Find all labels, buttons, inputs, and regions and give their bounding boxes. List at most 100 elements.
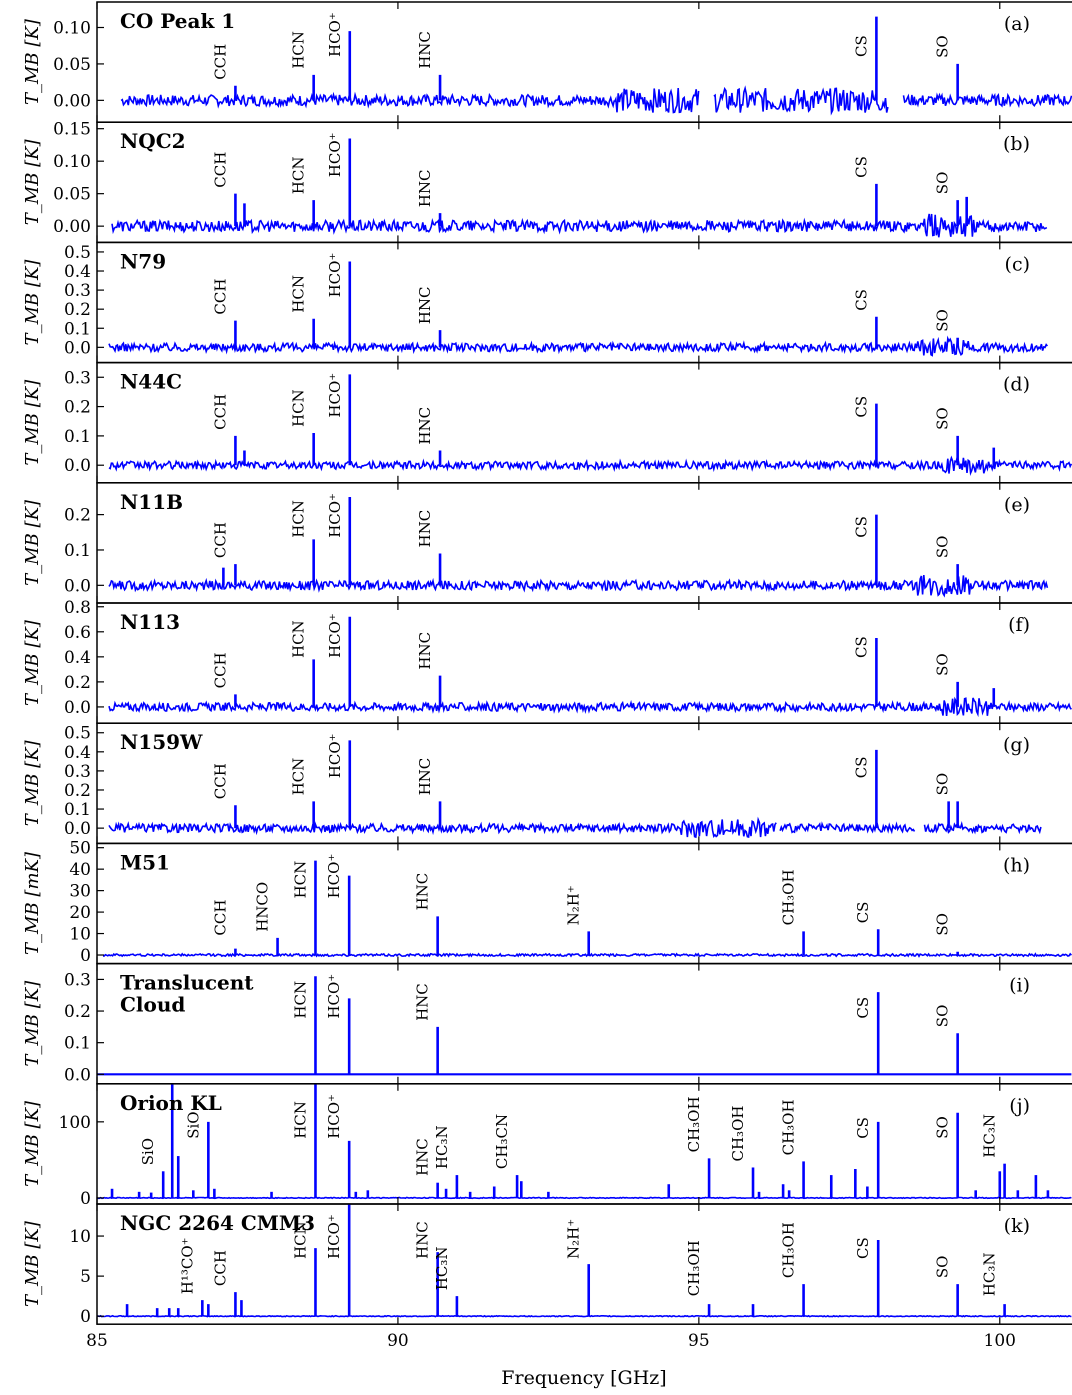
molecule-label: N₂H⁺ xyxy=(565,1219,583,1259)
molecule-label: SO xyxy=(934,1005,952,1028)
spectrum-line xyxy=(108,575,1049,598)
molecule-label: HNCO xyxy=(254,882,272,932)
molecule-label: HNC xyxy=(416,510,434,548)
molecule-label: SO xyxy=(934,536,952,559)
panel-frame xyxy=(96,842,1072,965)
molecule-label: HNC xyxy=(416,758,434,796)
y-tick-label: 0 xyxy=(80,946,91,966)
y-tick-label: 0.0 xyxy=(64,698,91,718)
panel: 0.00 0.05 0.10 0.15 T_MB [K] NQC2 (b) CCH HCN HCO… xyxy=(22,120,1072,244)
y-tick-label: 0.4 xyxy=(64,648,91,668)
y-tick-label: 50 xyxy=(69,839,91,859)
x-tick-label: 85 xyxy=(86,1331,108,1351)
molecule-label: HCO⁺ xyxy=(325,1094,343,1139)
molecule-label: SO xyxy=(934,913,952,936)
molecule-label: HCN xyxy=(290,275,308,313)
spectrum-line xyxy=(108,816,1042,839)
panel-letter: (h) xyxy=(1003,854,1030,876)
y-tick-label: 0.1 xyxy=(64,541,91,561)
panel: 0.00.10.20.30.40.5 T_MB [K] N159W (g) CCH HCN… xyxy=(22,722,1072,845)
y-tick-label: 0 xyxy=(80,1307,91,1327)
molecule-label: HNC xyxy=(416,31,434,69)
molecule-label: CH₃OH xyxy=(780,869,798,925)
y-tick-label: 0.4 xyxy=(64,743,91,763)
y-tick-label: 0.5 xyxy=(64,243,91,263)
y-axis-label: T_MB [K] xyxy=(22,499,43,586)
y-tick-label: 0.10 xyxy=(53,18,91,38)
panel-name: Translucent xyxy=(120,971,254,995)
y-tick-label: 0.3 xyxy=(64,368,91,388)
y-tick-label: 0.05 xyxy=(53,185,91,205)
molecule-label: CS xyxy=(852,636,870,658)
molecule-label: CS xyxy=(852,289,870,311)
molecule-label: HCN xyxy=(292,1101,310,1139)
molecule-label: CS xyxy=(854,1117,872,1139)
molecule-label: CS xyxy=(852,156,870,178)
y-axis-label: T_MB [K] xyxy=(22,138,43,225)
panel-letter: (j) xyxy=(1009,1095,1030,1117)
y-tick-label: 0.5 xyxy=(64,724,91,744)
molecule-label: HCN xyxy=(292,981,310,1019)
y-tick-label: 0.2 xyxy=(64,1002,91,1022)
y-tick-label: 0.0 xyxy=(64,1065,91,1085)
spectrum-line xyxy=(120,85,1072,116)
molecule-label: HCO⁺ xyxy=(326,12,344,57)
molecule-label: SO xyxy=(934,773,952,796)
panel-frame xyxy=(96,1203,1072,1325)
molecule-label: HCN xyxy=(290,157,308,195)
y-tick-label: 0.15 xyxy=(53,120,91,140)
y-tick-label: 0.0 xyxy=(64,819,91,839)
molecule-label: SiO xyxy=(184,1111,202,1138)
x-tick-label: 95 xyxy=(688,1331,710,1351)
y-tick-label: 0.8 xyxy=(64,598,91,618)
x-tick-label: 100 xyxy=(984,1331,1016,1351)
y-tick-label: 0.3 xyxy=(64,762,91,782)
molecule-label: CCH xyxy=(211,152,229,188)
panel: 0.0 0.2 0.4 0.6 0.8 T_MB [K] N113 (f) CCH HCN HCO⁺… xyxy=(22,598,1072,724)
molecule-label: HCN xyxy=(290,389,308,427)
molecule-label: CCH xyxy=(211,900,229,936)
molecule-label: HCN xyxy=(290,620,308,658)
spectrum-line xyxy=(108,335,1049,357)
molecule-label: CCH xyxy=(211,394,229,430)
y-axis-label: T_MB [K] xyxy=(22,379,43,466)
molecule-label: HCN xyxy=(290,758,308,796)
molecule-label: HNC xyxy=(414,1138,432,1176)
molecule-label: CCH xyxy=(211,652,229,688)
spectrum-line xyxy=(102,952,1072,958)
y-axis-label: T_MB [K] xyxy=(22,1220,43,1307)
molecule-label: CCH xyxy=(211,522,229,558)
y-tick-label: 0.0 xyxy=(64,338,91,358)
y-tick-label: 0.05 xyxy=(53,55,91,75)
molecule-label: CCH xyxy=(211,279,229,315)
molecule-label: CH₃OH xyxy=(685,1096,703,1152)
molecule-label: SO xyxy=(934,1256,952,1279)
panel-name: Orion KL xyxy=(120,1091,222,1115)
molecule-label: HCN xyxy=(290,500,308,538)
molecule-label: HCO⁺ xyxy=(326,253,344,298)
panel: 0 5 10 T_MB [K] NGC 2264 CMM3 (k) H¹³CO⁺ CCH HCN… xyxy=(22,1203,1072,1327)
molecule-label: SO xyxy=(934,35,952,58)
panel: 0.00.10.20.30.40.5 T_MB [K] N79 (c) CCH HCN HC… xyxy=(22,241,1072,364)
y-tick-label: 5 xyxy=(80,1267,91,1287)
panel: 0.0 0.1 0.2 0.3 T_MB [K] N44C (d) CCH HCN HCO⁺ HNC… xyxy=(22,361,1072,484)
molecule-label: HNC xyxy=(416,632,434,670)
molecule-label: CH₃CN xyxy=(493,1114,511,1169)
panel-letter: (g) xyxy=(1003,734,1030,756)
molecule-label: HCO⁺ xyxy=(326,493,344,538)
panel-name: N79 xyxy=(120,249,166,273)
molecule-label: CS xyxy=(854,1237,872,1259)
panel-name: Cloud xyxy=(120,993,185,1017)
x-tick-label: 90 xyxy=(387,1331,409,1351)
molecule-label: HNC xyxy=(414,983,432,1021)
y-tick-label: 0.2 xyxy=(64,506,91,526)
molecule-label: HNC xyxy=(416,170,434,208)
y-tick-label: 40 xyxy=(69,860,91,880)
molecule-label: HCN xyxy=(292,861,310,899)
molecule-label: HCO⁺ xyxy=(326,733,344,778)
y-tick-label: 0.2 xyxy=(64,300,91,320)
molecule-label: HC₃N xyxy=(981,1252,999,1296)
molecule-label: N₂H⁺ xyxy=(565,885,583,925)
